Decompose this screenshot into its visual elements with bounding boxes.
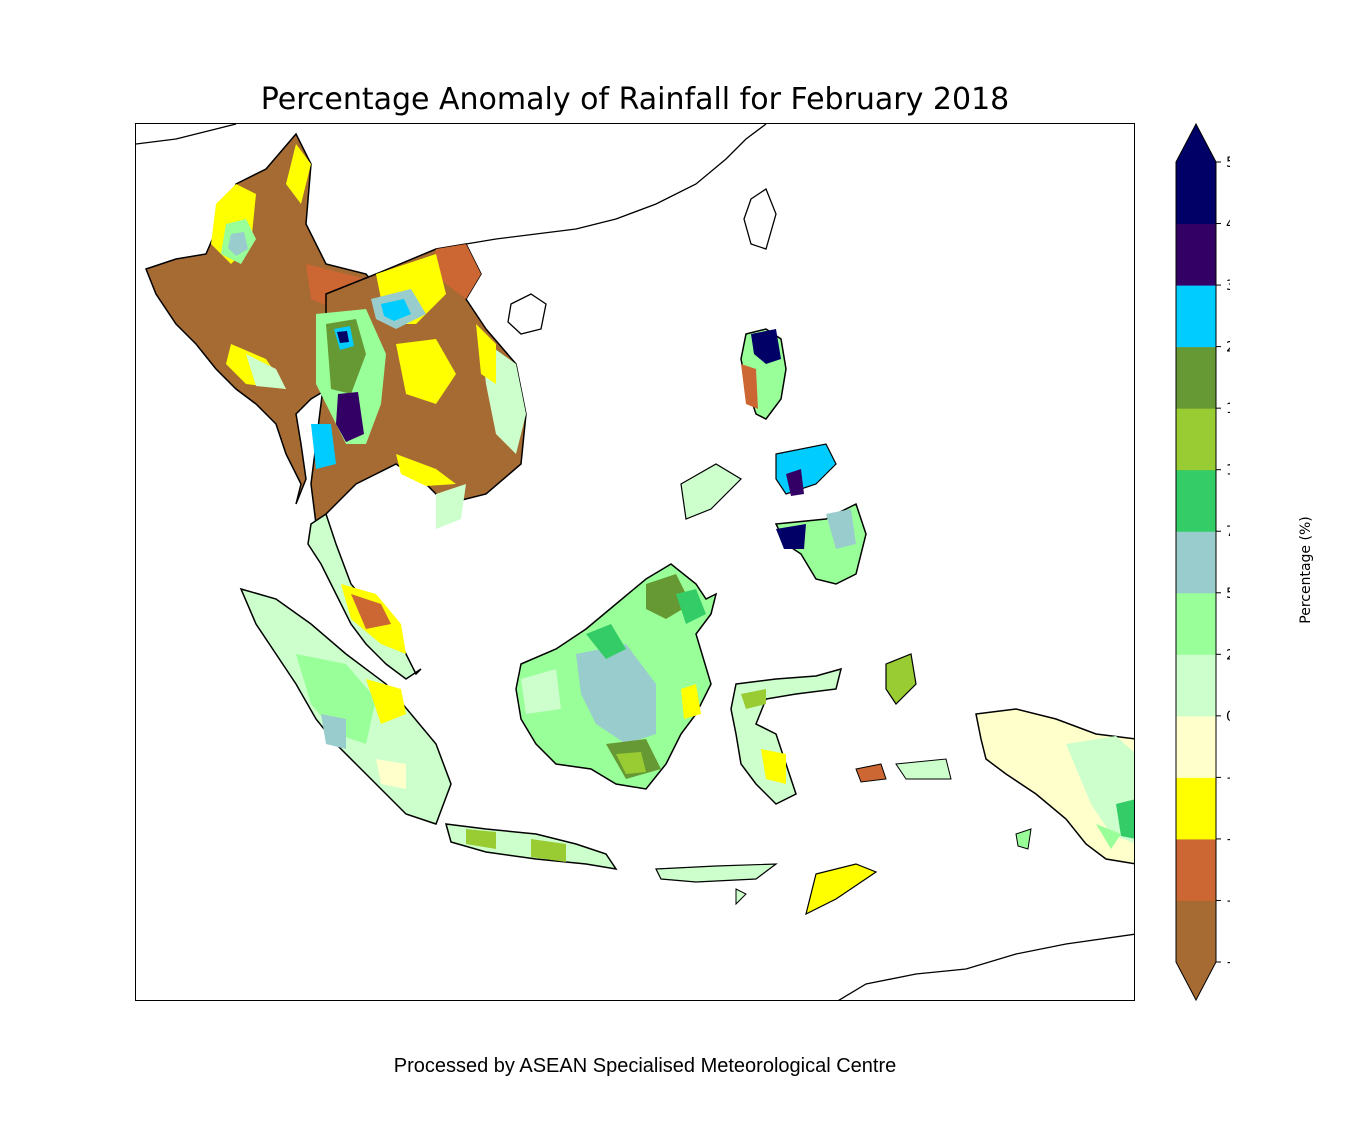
colorbar-tick-label: 400 bbox=[1226, 217, 1230, 233]
papua-green bbox=[1066, 736, 1134, 844]
sulawesi-yellow bbox=[761, 749, 786, 784]
colorbar-bin bbox=[1176, 838, 1216, 901]
colorbar-bin bbox=[1176, 715, 1216, 778]
china-coastline bbox=[465, 124, 767, 245]
myanmar-kachin-yellow bbox=[286, 144, 311, 204]
colorbar-bin bbox=[1176, 162, 1216, 225]
java-west-green bbox=[466, 829, 496, 849]
colorbar-tick-label: −50 bbox=[1226, 832, 1230, 848]
borneo-north-dark-green bbox=[646, 574, 691, 619]
colorbar-bin bbox=[1176, 592, 1216, 655]
cambodia-yellow bbox=[396, 454, 456, 486]
colorbar-bin bbox=[1176, 223, 1216, 286]
colorbar-bin bbox=[1176, 285, 1216, 348]
visayas-cyan bbox=[775, 443, 837, 495]
colorbar-bin bbox=[1176, 346, 1216, 409]
borneo-northeast-green bbox=[676, 589, 706, 624]
seram-island bbox=[895, 758, 952, 780]
region-malay-peninsula bbox=[307, 512, 422, 680]
aru-island bbox=[1015, 828, 1032, 850]
vietnam-south-green bbox=[436, 484, 466, 529]
thailand-dark-green bbox=[326, 319, 366, 394]
myanmar-dry-area bbox=[145, 132, 387, 505]
java-central-green bbox=[531, 839, 566, 862]
region-borneo bbox=[515, 563, 718, 790]
sulawesi-green bbox=[741, 689, 766, 709]
sumatra-pale bbox=[376, 759, 406, 789]
colorbar-tick-label: 75 bbox=[1226, 524, 1230, 540]
colorbar-bin bbox=[1176, 531, 1216, 594]
halmahera-island bbox=[885, 653, 917, 705]
borneo-east-yellow bbox=[681, 684, 701, 719]
colorbar-tick-label: 500 bbox=[1226, 155, 1230, 171]
footer-credit: Processed by ASEAN Specialised Meteorolo… bbox=[393, 1055, 897, 1077]
colorbar-bin bbox=[1176, 777, 1216, 840]
region-java bbox=[444, 823, 878, 916]
mindanao-blue bbox=[826, 509, 856, 549]
borneo-west-pale bbox=[521, 669, 561, 714]
region-philippines bbox=[680, 328, 867, 585]
map-title: Percentage Anomaly of Rainfall for Febru… bbox=[260, 82, 1010, 117]
tibet-border bbox=[136, 124, 237, 145]
thailand-west-cyan bbox=[311, 424, 336, 469]
banggai-island bbox=[855, 763, 887, 783]
myanmar-north-blue bbox=[228, 232, 248, 256]
borneo-south-lime bbox=[616, 752, 646, 774]
thailand-core bbox=[337, 331, 349, 343]
luzon-west-orange bbox=[741, 364, 758, 409]
vietnam-yellow bbox=[476, 324, 496, 384]
vietnam-north-orange bbox=[431, 244, 481, 299]
colorbar-extend-low bbox=[1176, 962, 1216, 1000]
colorbar-extend-high bbox=[1176, 124, 1216, 162]
visayas-purple bbox=[786, 469, 804, 496]
papua-south-green bbox=[1096, 824, 1121, 849]
colorbar-tick-label: −100 bbox=[1226, 955, 1230, 971]
region-north-coast bbox=[136, 124, 1134, 1000]
region-sumatra bbox=[239, 587, 452, 825]
timor bbox=[805, 863, 878, 916]
region-indochina bbox=[310, 243, 527, 529]
colorbar-tick-label: −25 bbox=[1226, 770, 1230, 786]
small-island bbox=[735, 888, 747, 906]
thailand-east-yellow bbox=[396, 339, 456, 404]
borneo-green-west bbox=[586, 624, 626, 659]
malay-peninsula-orange bbox=[351, 594, 391, 629]
colorbar-tick-label: 200 bbox=[1226, 340, 1230, 356]
laos-cyan-core bbox=[381, 299, 411, 321]
colorbar-tick-label: 0 bbox=[1226, 709, 1230, 725]
colorbar-bin bbox=[1176, 469, 1216, 532]
colorbar-tick-label: −75 bbox=[1226, 893, 1230, 909]
sumatra-blue bbox=[321, 714, 346, 749]
colorbar-tick-label: 50 bbox=[1226, 586, 1230, 602]
map-canvas[interactable] bbox=[136, 124, 1135, 1001]
palawan-island bbox=[680, 463, 742, 520]
colorbar: −100 −75 −50 −25 0 25 50 75 100 150 200 300 400 500 bbox=[1175, 122, 1230, 1002]
papua-east-green bbox=[1116, 799, 1134, 839]
region-papua bbox=[885, 653, 1134, 865]
nusa-tenggara bbox=[655, 863, 778, 883]
taiwan-island bbox=[743, 188, 777, 250]
region-sulawesi bbox=[730, 667, 952, 805]
colorbar-tick-label: 150 bbox=[1226, 401, 1230, 417]
colorbar-tick-label: 25 bbox=[1226, 647, 1230, 663]
sumatra-green bbox=[296, 654, 376, 744]
thailand-central-purple bbox=[336, 392, 364, 442]
mindanao-west-core bbox=[776, 524, 806, 549]
myanmar-south-green bbox=[246, 354, 286, 389]
borneo-blue bbox=[576, 644, 656, 744]
hainan-island bbox=[507, 293, 547, 335]
colorbar-bin bbox=[1176, 408, 1216, 471]
luzon-north-core bbox=[751, 329, 781, 364]
australia-coast bbox=[838, 933, 1134, 1000]
colorbar-bin bbox=[1176, 654, 1216, 717]
colorbar-label: Percentage (%) bbox=[1298, 516, 1314, 624]
sumatra-yellow bbox=[366, 679, 406, 724]
colorbar-tick-label: 100 bbox=[1226, 463, 1230, 479]
colorbar-bin bbox=[1176, 900, 1216, 963]
colorbar-tick-label: 300 bbox=[1226, 278, 1230, 294]
map-frame bbox=[135, 123, 1135, 1001]
